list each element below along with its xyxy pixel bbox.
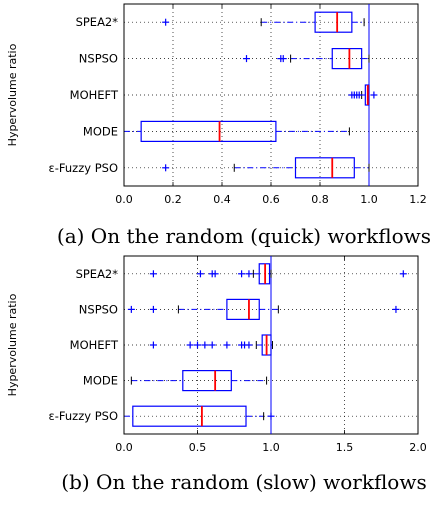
outlier-marker xyxy=(127,305,135,313)
y-category-label: NSPSO xyxy=(79,52,118,66)
box-nspso xyxy=(127,298,400,320)
outlier-marker xyxy=(267,412,275,420)
x-tick-label: 1.0 xyxy=(262,441,280,454)
x-tick-label: 0.5 xyxy=(189,441,207,454)
x-tick-label: 0.0 xyxy=(115,193,133,206)
x-tick-label: 1.5 xyxy=(336,441,354,454)
outlier-marker xyxy=(238,270,246,278)
iqr-box xyxy=(294,157,355,179)
outlier-marker xyxy=(149,341,157,349)
iqr-box xyxy=(314,11,353,33)
outlier-marker xyxy=(208,341,216,349)
outlier-marker xyxy=(196,270,204,278)
chart-a: 0.0 0.2 0.4 0.6 0.8 1.0 1.2 SPEA2* NSPSO MOHEFT MO… xyxy=(6,3,427,206)
x-tick-label: 0.4 xyxy=(213,193,231,206)
outlier-marker xyxy=(243,55,250,63)
outlier-marker xyxy=(223,341,231,349)
x-tick-label: 1.0 xyxy=(360,193,378,206)
iqr-box xyxy=(182,370,232,392)
x-tick-label: 2.0 xyxy=(409,441,427,454)
y-category-label: ε-Fuzzy PSO xyxy=(49,161,118,175)
outlier-marker xyxy=(162,18,170,26)
caption-b: (b) On the random (slow) workflows xyxy=(61,470,426,494)
outlier-marker xyxy=(245,270,253,278)
outlier-marker xyxy=(370,91,378,99)
outlier-marker xyxy=(392,305,400,313)
y-category-label: MOHEFT xyxy=(70,88,119,102)
box-fuzzy-pso xyxy=(162,157,370,179)
outlier-marker xyxy=(355,91,363,99)
box-nspso xyxy=(243,47,370,70)
outlier-marker xyxy=(211,270,219,278)
y-category-label: MODE xyxy=(83,124,118,138)
outlier-marker xyxy=(186,341,194,349)
box-spea2 xyxy=(149,263,407,285)
y-category-label: ε-Fuzzy PSO xyxy=(49,409,118,423)
box-mode xyxy=(130,370,268,392)
outlier-marker xyxy=(149,305,157,313)
caption-a: (a) On the random (quick) workflows xyxy=(57,224,431,248)
y-category-label: MOHEFT xyxy=(70,338,119,352)
x-tick-label: 0.8 xyxy=(311,193,329,206)
y-category-label: NSPSO xyxy=(79,302,118,316)
iqr-box xyxy=(140,120,277,143)
box-mode xyxy=(123,120,350,143)
outlier-marker xyxy=(245,341,253,349)
outlier-marker xyxy=(279,55,287,63)
outlier-marker xyxy=(149,270,157,278)
y-category-label: MODE xyxy=(83,374,118,388)
y-axis-title: Hypervolume ratio xyxy=(6,293,19,396)
x-tick-label: 0.2 xyxy=(164,193,182,206)
outlier-marker xyxy=(194,341,201,349)
x-tick-label: 0.6 xyxy=(262,193,280,206)
outlier-marker xyxy=(201,341,209,349)
y-axis-title: Hypervolume ratio xyxy=(6,43,19,146)
x-tick-label: 0.0 xyxy=(115,441,133,454)
box-fuzzy-pso xyxy=(123,405,275,427)
box-moheft xyxy=(149,334,273,356)
box-spea2 xyxy=(162,11,365,33)
x-tick-label: 1.2 xyxy=(409,193,427,206)
iqr-box xyxy=(132,405,247,427)
y-category-label: SPEA2* xyxy=(76,15,119,29)
iqr-box xyxy=(226,298,260,320)
outlier-marker xyxy=(399,270,407,278)
box-moheft xyxy=(348,84,378,106)
outlier-marker xyxy=(162,164,170,172)
y-category-label: SPEA2* xyxy=(76,267,119,281)
chart-b: 0.0 0.5 1.0 1.5 2.0 SPEA2* NSPSO MOHEFT MODE ε-Fu… xyxy=(6,255,427,454)
iqr-box xyxy=(331,47,363,70)
